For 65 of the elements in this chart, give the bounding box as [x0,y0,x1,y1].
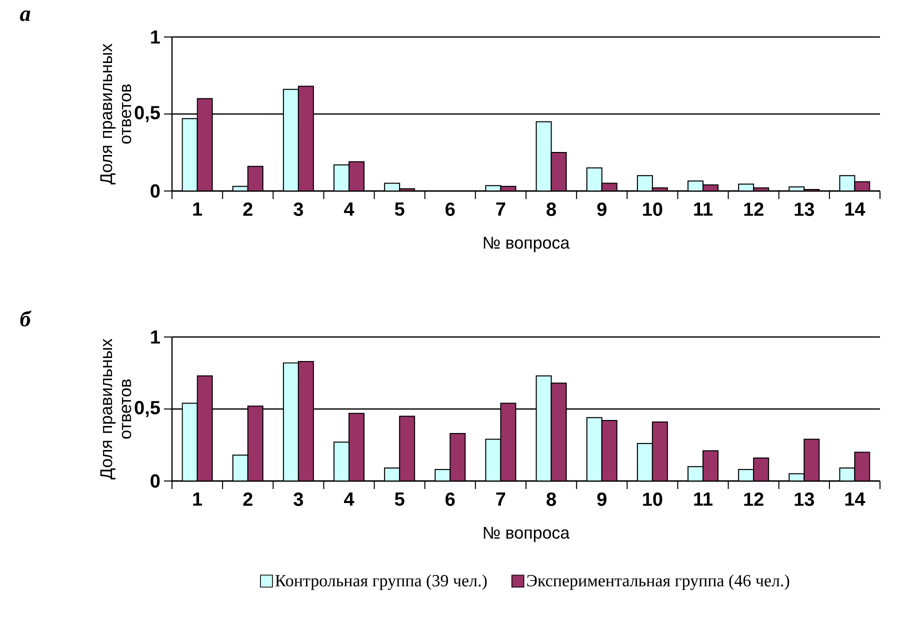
bar [247,406,264,481]
x-tick-label: 8 [546,492,556,506]
x-tick-label: 12 [744,492,764,506]
x-axis-title: № вопроса [484,236,570,252]
legend-label: Контрольная группа (39 чел.) [275,574,487,590]
y-axis-title: Доля правильных ответов [100,338,132,480]
bar [232,454,248,481]
chart-title: а [20,10,30,22]
bar [536,375,552,481]
bar [348,412,364,481]
bar [450,432,466,481]
x-tick-label: 7 [496,202,506,216]
bar [196,375,213,481]
bar [182,118,198,191]
bar [586,417,602,481]
bar [636,443,653,481]
x-tick-label: 2 [243,492,252,506]
x-tick-label: 12 [744,202,764,216]
x-tick-label: 10 [643,492,662,506]
x-tick-label: 13 [794,202,814,216]
x-tick-label: 1 [193,492,202,506]
bar [804,438,820,481]
x-tick-label: 11 [694,202,713,216]
x-tick-label: 14 [845,202,866,216]
bar [652,421,668,481]
bar [536,121,552,191]
bar [854,452,870,481]
x-tick-label: 6 [446,492,455,506]
y-tick-label: 0 [150,184,160,198]
x-tick-label: 6 [446,202,455,216]
x-axis-title: № вопроса [484,526,570,542]
bar [550,382,567,481]
bar [601,420,618,481]
x-tick-label: 5 [394,202,404,216]
x-tick-label: 7 [496,492,506,506]
bar [399,416,416,481]
y-tick-label: 1 [151,330,160,344]
y-tick-label: 0,5 [134,106,160,122]
x-tick-label: 1 [193,202,202,216]
bar [485,438,502,481]
bar [282,88,299,191]
bar [282,362,299,481]
x-tick-label: 8 [546,202,556,216]
x-tick-label: 3 [294,492,304,506]
x-tick-label: 3 [294,202,304,216]
x-tick-label: 10 [643,202,662,216]
bar [500,402,516,481]
chart-title: б [20,310,32,326]
x-tick-label: 11 [694,492,713,506]
x-tick-label: 4 [344,492,354,506]
x-tick-label: 13 [794,492,814,506]
x-tick-label: 2 [243,202,252,216]
bar [298,360,314,481]
bar [182,402,198,481]
y-tick-label: 0 [150,474,160,488]
y-axis-title: Доля правильных ответов [100,44,132,184]
x-tick-label: 4 [344,202,354,216]
x-tick-label: 5 [394,492,404,506]
x-tick-label: 9 [597,202,606,216]
y-tick-label: 0,5 [134,400,160,418]
bar [334,442,350,481]
legend-label: Экспериментальная группа (46 чел.) [527,574,790,590]
y-tick-label: 1 [151,30,160,44]
x-tick-label: 14 [845,492,866,506]
x-tick-label: 9 [597,492,606,506]
